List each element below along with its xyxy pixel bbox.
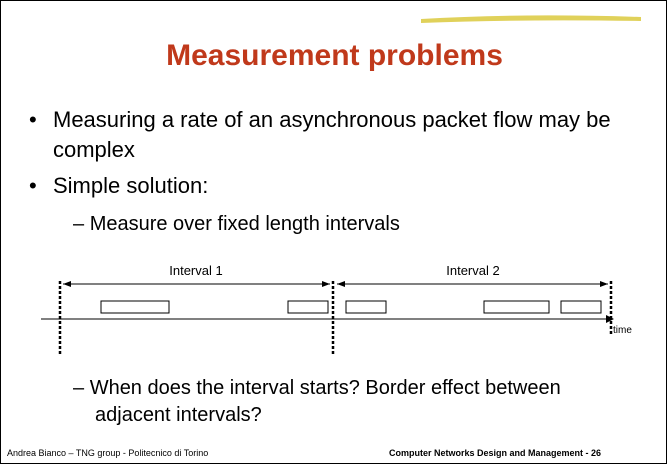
title-bar	[421, 15, 641, 23]
arrow-head	[322, 281, 330, 287]
sub-bullet: – When does the interval starts? Border …	[73, 377, 561, 426]
label: time	[613, 325, 632, 336]
label: Interval 1	[169, 263, 222, 278]
arrow-head	[337, 281, 345, 287]
arrow-head	[600, 281, 608, 287]
bullet: Simple solution:	[29, 173, 208, 199]
footer: Computer Networks Design and Management …	[389, 448, 602, 458]
packets	[100, 300, 602, 314]
title: Measurement problems	[166, 39, 503, 72]
label: Interval 2	[446, 263, 499, 278]
text: Measure over fixed length intervals	[89, 213, 400, 235]
sub-bullet: – Measure over fixed length intervals	[73, 213, 400, 235]
bullet: Measuring a rate of an asynchronous pack…	[29, 105, 613, 165]
text: When does the interval starts? Border ef…	[89, 377, 561, 426]
footer: Andrea Bianco – TNG group - Politecnico …	[7, 448, 209, 458]
arrow-head	[63, 281, 71, 287]
